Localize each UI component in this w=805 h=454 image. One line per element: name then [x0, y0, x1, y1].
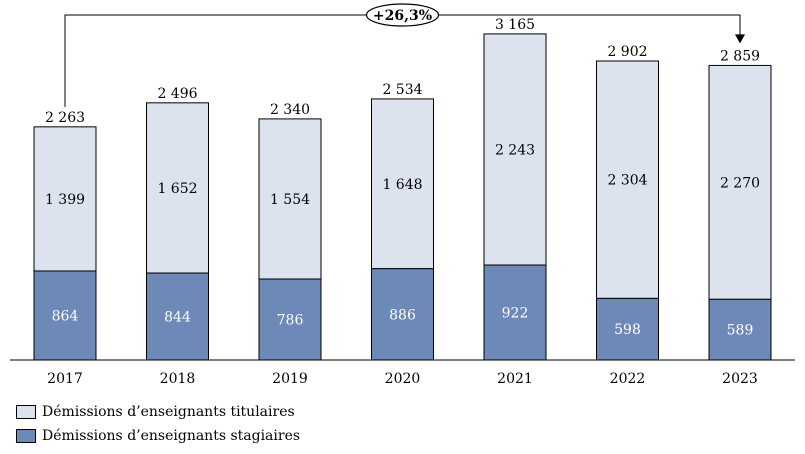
legend-swatch-stagiaires	[16, 429, 36, 443]
total-label-2020: 2 534	[382, 82, 422, 98]
bar-titulaires-2023	[708, 64, 772, 300]
legend-label-stagiaires: Démissions d’enseignants stagiaires	[42, 428, 301, 444]
data-label-titulaires-2023: 2 270	[720, 175, 760, 191]
annotation-label: +26,3%	[373, 8, 432, 24]
bar-titulaires-2022	[596, 60, 659, 299]
total-label-2018: 2 496	[157, 86, 197, 102]
x-tick-label-2018: 2018	[160, 371, 196, 387]
legend: Démissions d’enseignants titulaires Démi…	[16, 400, 300, 448]
data-label-stagiaires-2023: 589	[727, 323, 754, 339]
annotation-ellipse	[365, 3, 440, 27]
bar-titulaires-2019	[258, 118, 322, 280]
data-label-stagiaires-2020: 886	[389, 307, 416, 323]
data-label-titulaires-2017: 1 399	[45, 192, 85, 208]
data-label-stagiaires-2021: 922	[502, 306, 529, 322]
x-tick-label-2020: 2020	[385, 371, 421, 387]
bar-stagiaires-2019	[258, 278, 322, 361]
x-tick-label-2017: 2017	[47, 371, 83, 387]
data-label-titulaires-2021: 2 243	[495, 142, 535, 158]
legend-label-titulaires: Démissions d’enseignants titulaires	[42, 404, 295, 420]
data-label-titulaires-2020: 1 648	[382, 177, 422, 193]
bar-titulaires-2017	[33, 126, 97, 272]
bar-stagiaires-2022	[596, 297, 659, 361]
data-label-titulaires-2018: 1 652	[157, 181, 197, 197]
total-label-2023: 2 859	[720, 48, 760, 64]
annotation-arrowhead	[735, 34, 745, 44]
bar-stagiaires-2017	[33, 270, 97, 361]
x-tick-label-2023: 2023	[722, 371, 758, 387]
data-label-titulaires-2019: 1 554	[270, 192, 310, 208]
data-label-stagiaires-2019: 786	[277, 313, 304, 329]
stacked-bar-chart: 1 399 864 2 263 2017 1 652 844 2 496 2018 1 554 7…	[10, 3, 795, 387]
total-label-2019: 2 340	[270, 102, 310, 118]
data-label-stagiaires-2022: 598	[614, 322, 641, 338]
total-label-2017: 2 263	[45, 110, 85, 126]
data-label-titulaires-2022: 2 304	[607, 173, 647, 189]
x-tick-label-2022: 2022	[610, 371, 646, 387]
total-label-2021: 3 165	[495, 17, 535, 33]
legend-item-titulaires: Démissions d’enseignants titulaires	[16, 400, 300, 424]
bar-stagiaires-2018	[146, 272, 209, 361]
data-label-stagiaires-2018: 844	[164, 310, 191, 326]
bar-titulaires-2018	[146, 102, 209, 274]
legend-item-stagiaires: Démissions d’enseignants stagiaires	[16, 424, 300, 448]
x-tick-label-2019: 2019	[272, 371, 308, 387]
legend-swatch-titulaires	[16, 405, 36, 419]
bar-stagiaires-2023	[708, 298, 772, 361]
total-label-2022: 2 902	[607, 44, 647, 60]
data-label-stagiaires-2017: 864	[52, 308, 79, 324]
bar-stagiaires-2020	[371, 268, 434, 361]
bar-stagiaires-2021	[483, 264, 547, 361]
x-tick-label-2021: 2021	[497, 371, 533, 387]
